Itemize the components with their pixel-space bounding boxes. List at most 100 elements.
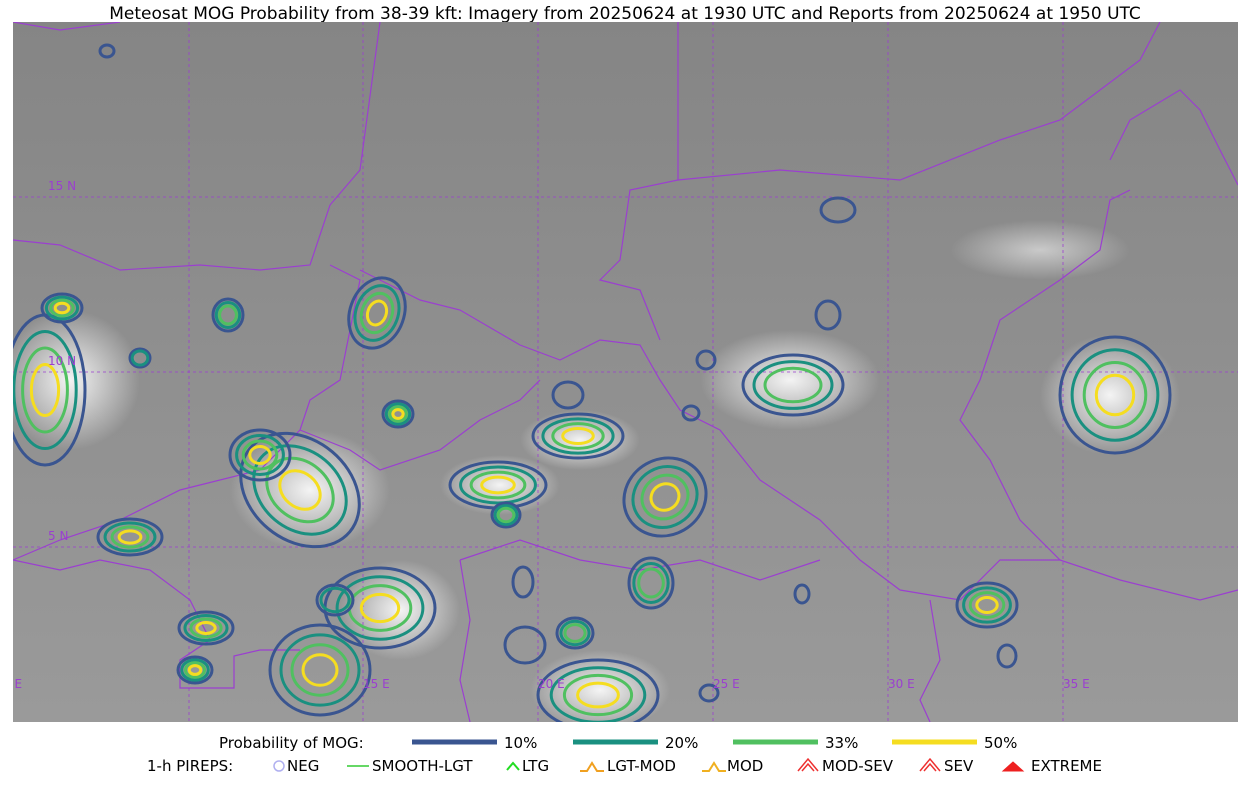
contour-1: [503, 625, 547, 665]
contour-3: [359, 291, 395, 335]
map: 15 N 10 N 5 N 5 E 15 E 20 E 25 E 30 E 35 E: [3, 22, 1238, 722]
contour-2: [631, 465, 699, 529]
contour-1: [622, 456, 708, 538]
probability-legend-title: Probability of MOG:: [219, 734, 364, 752]
contour-4: [480, 475, 516, 495]
pirep-label: LTG: [522, 757, 549, 775]
contour-1: [531, 412, 625, 460]
contour-2: [459, 465, 537, 505]
contour-2: [335, 575, 425, 641]
contour-3: [496, 506, 516, 524]
contour-3: [640, 473, 690, 521]
lon-label: 15 E: [363, 677, 390, 691]
contour-1: [268, 623, 372, 717]
contour-4: [1094, 373, 1136, 417]
lon-label: 30 E: [888, 677, 915, 691]
lat-label: 5 N: [48, 529, 68, 543]
contour-4: [576, 681, 620, 709]
contour-3: [1082, 361, 1148, 429]
contour-4: [278, 469, 322, 511]
contour-4: [561, 427, 595, 445]
contour-1: [1058, 335, 1172, 455]
lat-label: 15 N: [48, 179, 76, 193]
contour-2: [130, 349, 150, 367]
contour-1: [228, 428, 292, 482]
contour-3: [763, 366, 823, 404]
contour-2: [44, 295, 80, 321]
graticule: [13, 22, 1238, 722]
contour-3: [563, 623, 587, 643]
contour-2: [103, 521, 157, 553]
contour-4: [391, 408, 405, 420]
pirep-label: MOD-SEV: [822, 757, 894, 775]
contour-1: [996, 643, 1018, 669]
contour-2: [353, 284, 401, 342]
contour-2: [180, 658, 210, 682]
contour-2: [1070, 348, 1160, 442]
contour-2: [541, 417, 615, 455]
lon-label: 25 E: [713, 677, 740, 691]
contour-1: [98, 43, 116, 59]
contour-3: [218, 304, 238, 326]
mog-contours: [13, 43, 1172, 722]
pirep-icon: [506, 761, 520, 771]
pirep-icon: [1001, 761, 1025, 772]
lon-label: 20 E: [538, 677, 565, 691]
pirep-label: NEG: [287, 757, 319, 775]
contour-4: [359, 592, 401, 624]
contour-2: [549, 666, 647, 722]
contour-3: [469, 470, 527, 500]
contour-2: [235, 434, 285, 476]
contour-2: [183, 614, 229, 642]
contour-2: [559, 619, 591, 647]
contour-1: [741, 353, 845, 417]
contour-3: [49, 298, 75, 318]
contour-4: [248, 445, 272, 465]
probability-label: 20%: [665, 734, 698, 752]
contour-1: [128, 347, 152, 369]
contour-2: [752, 360, 834, 410]
contour-1: [681, 404, 701, 422]
contour-3: [968, 591, 1006, 619]
lon-label: 5 E: [3, 677, 22, 691]
contour-2: [252, 444, 348, 536]
contour-1: [490, 501, 522, 529]
contour-1: [239, 431, 361, 549]
probability-label: 50%: [984, 734, 1017, 752]
contour-3: [290, 643, 350, 697]
contour-2: [384, 402, 412, 426]
contour-1: [819, 196, 857, 224]
probability-label: 10%: [504, 734, 537, 752]
contour-3: [21, 346, 69, 434]
contour-4: [117, 529, 143, 545]
pirep-icon: [919, 757, 941, 772]
contour-2: [13, 330, 78, 450]
contour-3: [241, 439, 279, 471]
contour-1: [695, 349, 717, 371]
contour-4: [301, 653, 339, 687]
contour-1: [315, 583, 355, 617]
legend: Probability of MOG: 10% 20% 33% 50% 1-h PIREP…: [147, 734, 1102, 775]
contour-1: [627, 556, 675, 610]
contour-2: [279, 633, 361, 707]
contour-1: [347, 276, 407, 350]
contour-1: [211, 297, 245, 333]
contour-1: [814, 299, 842, 331]
contour-4: [29, 363, 61, 417]
lat-label: 10 N: [48, 354, 76, 368]
contour-2: [632, 562, 670, 604]
contour-1: [536, 658, 660, 722]
contour-1: [381, 399, 415, 429]
contour-3: [189, 617, 223, 639]
contour-4: [187, 664, 203, 676]
title: Meteosat MOG Probability from 38-39 kft:…: [109, 4, 1141, 24]
contour-1: [698, 683, 720, 703]
contour-2: [493, 504, 519, 526]
contour-3: [183, 661, 207, 679]
contour-3: [551, 422, 605, 450]
pirep-icon: [580, 761, 604, 772]
pirep-icon: [702, 761, 726, 772]
contour-1: [176, 655, 214, 685]
pirep-label: LGT-MOD: [607, 757, 676, 775]
contour-3: [562, 673, 634, 717]
